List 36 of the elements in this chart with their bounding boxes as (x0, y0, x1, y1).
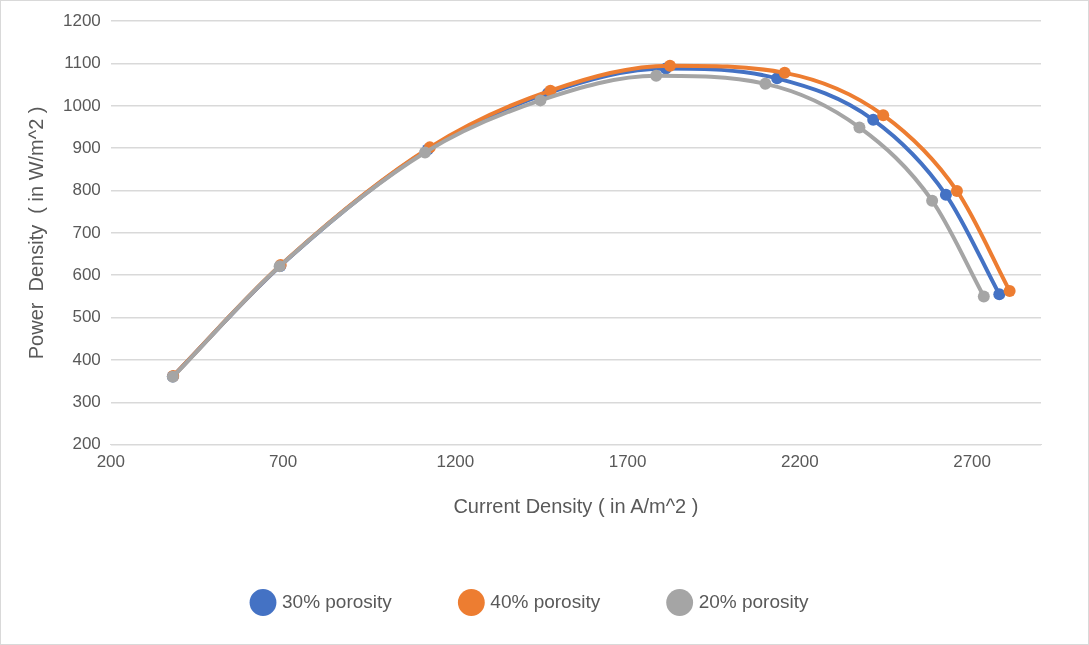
point (926, 194, 939, 207)
point (867, 113, 880, 126)
y-tick-label: 500 (72, 307, 101, 327)
point (1003, 284, 1016, 297)
y-tick-label: 200 (72, 434, 101, 454)
point (534, 94, 547, 107)
y-axis-title: Power Density ( in W/m^2 ) (24, 106, 47, 360)
point (977, 290, 990, 303)
legend-label: 40% porosity (490, 590, 601, 612)
y-tick-label: 1200 (62, 10, 101, 30)
y-tick-label: 300 (72, 391, 101, 411)
y-tick-label: 700 (72, 222, 101, 242)
point (950, 184, 963, 197)
point (650, 69, 663, 82)
y-tick-label: 800 (72, 180, 101, 200)
point (663, 59, 676, 72)
y-tick-label: 900 (72, 137, 101, 157)
point (877, 109, 890, 122)
point (993, 288, 1006, 301)
y-tick-label: 1000 (62, 95, 101, 115)
x-tick-label: 700 (268, 452, 298, 472)
y-tick-label: 400 (72, 349, 101, 369)
x-tick-label: 2700 (953, 452, 992, 472)
y-tick-label: 600 (72, 264, 101, 284)
y-tick-label: 1100 (64, 53, 101, 73)
x-tick-label: 2200 (780, 452, 819, 472)
legend-label: 30% porosity (282, 590, 393, 612)
legend-label: 20% porosity (698, 590, 809, 612)
point (759, 77, 772, 90)
point (939, 188, 952, 201)
x-axis-title: Current Density ( in A/m^2 ) (453, 494, 699, 517)
x-tick-label: 1200 (436, 452, 475, 472)
x-tick-label: 200 (96, 452, 126, 472)
point (778, 66, 791, 79)
point (853, 121, 866, 134)
x-tick-label: 1700 (608, 452, 647, 472)
